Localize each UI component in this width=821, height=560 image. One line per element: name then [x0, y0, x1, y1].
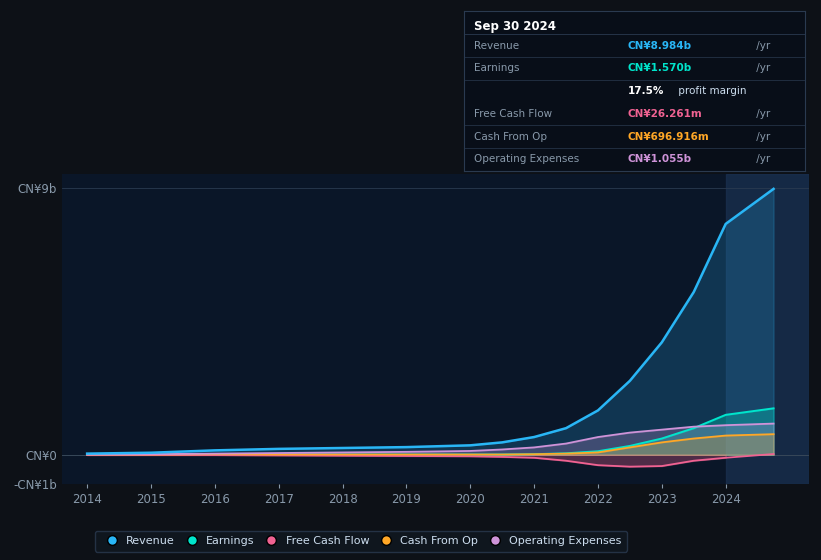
Text: /yr: /yr [754, 132, 771, 142]
Legend: Revenue, Earnings, Free Cash Flow, Cash From Op, Operating Expenses: Revenue, Earnings, Free Cash Flow, Cash … [95, 530, 627, 552]
Text: CN¥8.984b: CN¥8.984b [627, 41, 691, 51]
Text: Revenue: Revenue [474, 41, 519, 51]
Bar [726, 174, 809, 484]
Text: CN¥1.055b: CN¥1.055b [627, 155, 691, 165]
Text: Cash From Op: Cash From Op [474, 132, 547, 142]
Text: /yr: /yr [754, 41, 771, 51]
Text: Earnings: Earnings [474, 63, 520, 73]
Text: Free Cash Flow: Free Cash Flow [474, 109, 553, 119]
Text: CN¥696.916m: CN¥696.916m [627, 132, 709, 142]
Text: profit margin: profit margin [675, 86, 746, 96]
Text: CN¥26.261m: CN¥26.261m [627, 109, 702, 119]
Text: /yr: /yr [754, 109, 771, 119]
Text: Sep 30 2024: Sep 30 2024 [474, 20, 556, 33]
Text: /yr: /yr [754, 155, 771, 165]
Text: 17.5%: 17.5% [627, 86, 664, 96]
Text: Operating Expenses: Operating Expenses [474, 155, 580, 165]
Text: CN¥1.570b: CN¥1.570b [627, 63, 691, 73]
Text: /yr: /yr [754, 63, 771, 73]
